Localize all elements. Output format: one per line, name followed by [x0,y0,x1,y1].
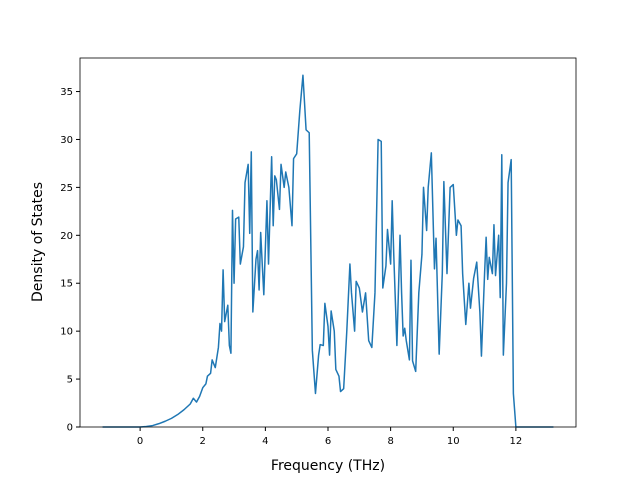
x-axis-label: Frequency (THz) [271,458,385,474]
y-tick-label: 5 [67,375,73,386]
y-tick-label: 35 [60,87,73,98]
y-axis-label: Density of States [30,182,46,302]
x-tick-label: 10 [447,436,460,447]
y-tick-label: 10 [60,327,73,338]
y-tick-label: 0 [67,423,73,434]
x-tick-label: 6 [325,436,331,447]
y-tick-label: 20 [60,231,73,242]
x-tick-label: 2 [200,436,206,447]
x-tick-label: 8 [387,436,393,447]
y-tick-label: 25 [60,183,73,194]
dos-line [102,74,554,428]
y-tick-label: 15 [60,279,73,290]
plot-frame [79,57,577,428]
x-tick-label: 4 [262,436,268,447]
y-tick-label: 30 [60,135,73,146]
x-tick-label: 0 [137,436,143,447]
x-tick-label: 12 [510,436,523,447]
